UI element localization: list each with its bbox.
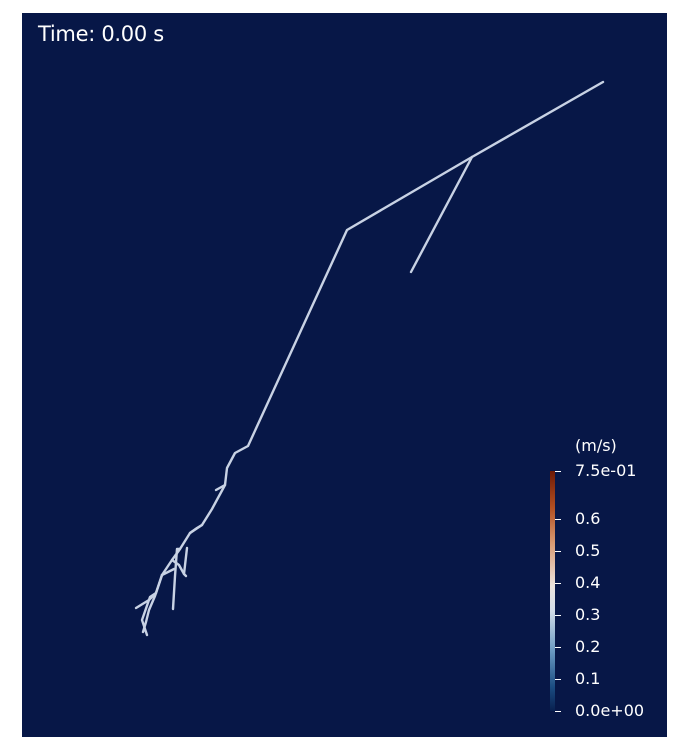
colorbar-tick bbox=[555, 615, 561, 616]
colorbar-min-label: 0.0e+00 bbox=[575, 701, 645, 720]
render-viewport[interactable]: Time: 0.00 s (m/s) 7.5e-01 0.6 0.5 0.4 0… bbox=[22, 13, 667, 737]
vessel-segment bbox=[140, 80, 605, 637]
colorbar-tick-label: 0.6 bbox=[575, 509, 601, 528]
vessel-segment bbox=[170, 558, 188, 578]
vessel-network[interactable] bbox=[22, 13, 667, 737]
vessel-segment bbox=[214, 483, 227, 492]
colorbar-tick bbox=[555, 471, 561, 472]
vessel-segment bbox=[160, 567, 176, 577]
colorbar-tick-label: 0.3 bbox=[575, 605, 601, 624]
vessel-segment bbox=[188, 523, 204, 535]
colorbar-tick-label: 0.1 bbox=[575, 669, 601, 688]
time-label: Time: 0.00 s bbox=[38, 22, 164, 46]
colorbar-tick bbox=[555, 647, 561, 648]
colorbar-tick-label: 0.4 bbox=[575, 573, 601, 592]
vessel-segment bbox=[182, 546, 189, 576]
vessel-segment bbox=[141, 573, 164, 634]
colorbar-tick-label: 0.5 bbox=[575, 541, 601, 560]
colorbar-tick bbox=[555, 551, 561, 552]
colorbar-tick bbox=[555, 519, 561, 520]
colorbar-tick bbox=[555, 711, 561, 712]
colorbar-gradient bbox=[550, 471, 555, 711]
vessel-segment bbox=[409, 155, 474, 274]
colorbar-tick-label: 0.2 bbox=[575, 637, 601, 656]
vessel-segment bbox=[134, 591, 158, 610]
colorbar-title: (m/s) bbox=[575, 436, 617, 455]
colorbar-tick bbox=[555, 679, 561, 680]
colorbar-max-label: 7.5e-01 bbox=[575, 461, 637, 480]
colorbar-tick bbox=[555, 583, 561, 584]
